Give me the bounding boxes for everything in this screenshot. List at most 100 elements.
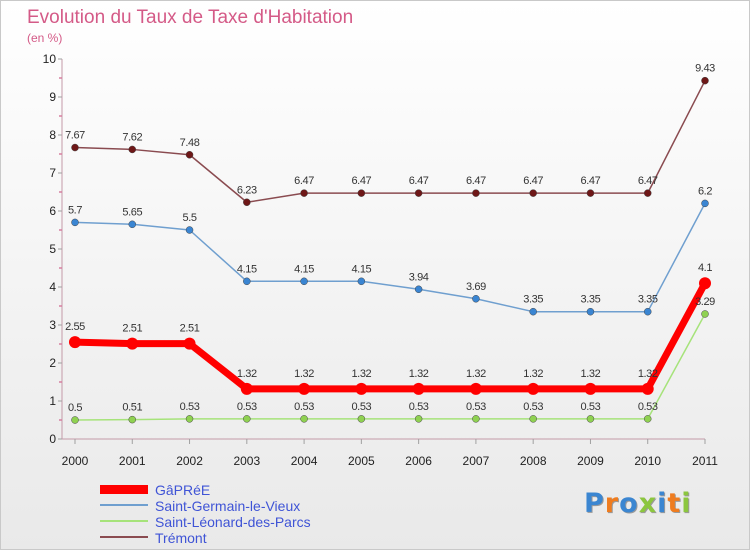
y-tick-label: 4 [49,280,56,294]
data-label: 1.32 [409,368,429,380]
data-point [701,199,709,208]
data-point [472,189,480,197]
data-label: 6.47 [294,175,314,187]
logo-letter: i [681,488,692,519]
data-point [357,415,366,423]
x-tick-label: 2002 [176,454,203,468]
data-point [414,189,423,197]
data-label: 4.1 [698,262,712,274]
data-label: 3.35 [523,294,543,306]
data-point [300,189,308,197]
y-tick-label: 9 [49,90,56,104]
data-label: 6.47 [581,175,601,187]
data-label: 0.53 [351,401,371,413]
data-label: 2.51 [122,323,142,335]
data-point [643,307,652,316]
data-label: 9.43 [695,63,715,75]
data-label: 3.69 [466,281,486,293]
x-tick-label: 2010 [634,454,661,468]
data-point [243,277,251,286]
data-label: 3.94 [409,271,429,283]
data-point [414,415,423,423]
data-point [298,382,311,395]
data-label: 0.53 [581,401,601,413]
legend-item: Saint-Léonard-des-Parcs [100,514,311,530]
logo-letter: o [619,488,639,519]
x-tick-label: 2011 [692,454,718,468]
chart-subtitle: (en %) [27,31,63,45]
logo-letter: r [604,488,620,519]
data-point [586,307,595,316]
x-tick-label: 2005 [348,454,375,468]
y-tick-label: 3 [49,318,56,332]
logo-letter: P [584,488,605,519]
data-label: 5.65 [122,206,142,218]
legend-swatch [100,484,148,494]
data-point [529,415,537,423]
data-point [71,416,79,424]
data-point [300,415,308,423]
data-point [527,382,540,395]
y-tick-label: 5 [49,242,56,256]
data-point [584,382,597,395]
x-tick-label: 2007 [463,454,490,468]
data-label: 0.53 [237,401,257,413]
data-label: 6.2 [698,185,712,197]
data-point [243,415,251,423]
data-label: 0.53 [409,401,429,413]
data-label: 5.7 [68,204,82,216]
data-point [412,382,425,395]
series-line-3 [74,79,706,204]
data-point [240,382,253,395]
proxiti-logo: Proxiti [584,488,692,519]
data-label: 6.47 [409,175,429,187]
data-point [414,285,423,294]
data-point [529,189,537,197]
legend: GâPRéE Saint-Germain-le-Vieux Saint-Léonar… [100,482,311,546]
series-line-1 [74,202,706,313]
data-point [128,145,137,154]
data-point [699,277,711,290]
series-line-0 [71,279,709,393]
data-label: 4.15 [237,263,257,275]
y-tick-label: 2 [49,356,56,370]
data-label: 1.32 [237,368,257,380]
data-label: 6.47 [638,175,658,187]
legend-label: Trémont [155,530,207,546]
x-tick-label: 2004 [291,454,318,468]
y-tick-label: 7 [49,166,56,180]
data-point [128,415,137,424]
data-point [243,198,251,207]
data-label: 7.67 [65,130,85,142]
x-tick-label: 2006 [405,454,432,468]
data-point [472,295,480,303]
x-tick-label: 2003 [233,454,260,468]
data-label: 0.53 [294,401,314,413]
data-label: 1.32 [523,368,543,380]
data-label: 0.53 [180,401,200,413]
data-label: 0.5 [68,402,82,414]
series-line-2 [74,313,706,421]
logo-letter: t [667,488,682,519]
data-point [357,277,366,286]
x-tick-label: 2000 [62,454,89,468]
data-point [701,310,709,318]
data-point [701,76,709,85]
data-label: 6.47 [351,175,371,187]
data-label: 1.32 [466,368,486,380]
data-label: 3.29 [695,296,715,308]
data-point [357,189,366,197]
data-label: 2.51 [180,323,200,335]
data-label: 1.32 [351,368,371,380]
chart-title: Evolution du Taux de Taxe d'Habitation [27,7,354,28]
data-label: 7.62 [122,131,142,143]
data-label: 0.53 [523,401,543,413]
y-tick-label: 10 [43,52,57,66]
y-tick-label: 1 [49,394,56,408]
data-point [586,415,595,423]
data-label: 0.53 [466,401,486,413]
data-label: 3.35 [581,294,601,306]
legend-swatch [100,520,148,522]
data-label: 6.47 [523,175,543,187]
y-tick-label: 0 [49,432,56,446]
